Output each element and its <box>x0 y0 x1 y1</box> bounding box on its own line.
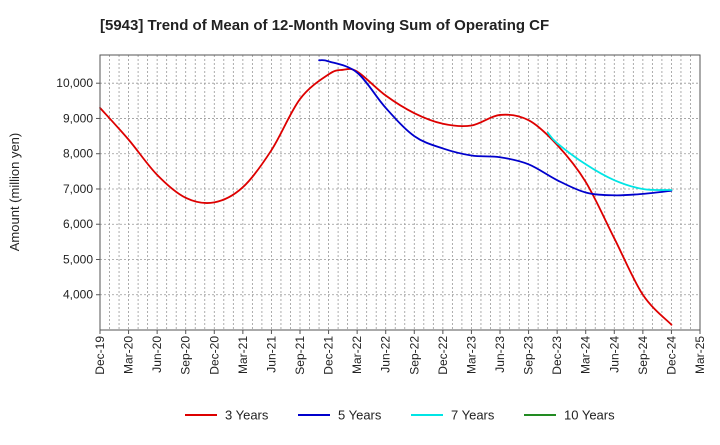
x-tick-label: Dec-20 <box>207 336 221 375</box>
legend: 3 Years 5 Years 7 Years 10 Years <box>185 408 615 423</box>
series-line-7-years <box>546 131 673 191</box>
x-tick-label: Jun-20 <box>150 336 164 373</box>
x-tick-label: Mar-23 <box>464 336 478 374</box>
x-tick-label: Mar-21 <box>236 336 250 374</box>
x-tick-labels: Dec-19 Mar-20 Jun-20 Sep-20 Dec-20 Mar-21 Jun-… <box>93 330 707 375</box>
series-line-5-years <box>318 59 673 197</box>
x-tick-label: Sep-20 <box>179 336 193 375</box>
y-tick-label: 8,000 <box>63 147 93 161</box>
x-tick-label: Dec-19 <box>93 336 107 375</box>
grid-layer <box>100 55 700 330</box>
x-tick-label: Mar-22 <box>350 336 364 374</box>
legend-label-7-years: 7 Years <box>451 408 495 423</box>
y-tick-label: 4,000 <box>63 288 93 302</box>
x-tick-label: Jun-23 <box>493 336 507 373</box>
chart-title: [5943] Trend of Mean of 12-Month Moving … <box>100 17 549 34</box>
y-tick-label: 10,000 <box>56 76 93 90</box>
x-tick-label: Sep-21 <box>293 336 307 375</box>
y-axis-title: Amount (million yen) <box>7 133 22 252</box>
x-tick-label: Sep-23 <box>522 336 536 375</box>
y-tick-label: 9,000 <box>63 111 93 125</box>
plot-frame <box>99 54 701 331</box>
x-tick-label: Dec-23 <box>550 336 564 375</box>
x-tick-label: Jun-21 <box>264 336 278 373</box>
x-tick-label: Jun-24 <box>607 336 621 373</box>
x-tick-label: Mar-25 <box>693 336 707 374</box>
series-layer <box>99 59 673 326</box>
legend-label-3-years: 3 Years <box>225 408 269 423</box>
x-tick-label: Dec-24 <box>664 336 678 375</box>
x-tick-label: Mar-20 <box>122 336 136 374</box>
y-tick-label: 5,000 <box>63 252 93 266</box>
y-tick-label: 7,000 <box>63 182 93 196</box>
y-tick-label: 6,000 <box>63 217 93 231</box>
x-tick-label: Mar-24 <box>579 336 593 374</box>
x-tick-label: Sep-22 <box>407 336 421 375</box>
x-tick-label: Dec-21 <box>322 336 336 375</box>
legend-label-10-years: 10 Years <box>564 408 615 423</box>
series-line-3-years <box>99 68 673 326</box>
legend-label-5-years: 5 Years <box>338 408 382 423</box>
y-tick-labels: 4,000 5,000 6,000 7,000 8,000 9,000 10,000 <box>56 76 100 302</box>
x-tick-label: Sep-24 <box>636 336 650 375</box>
x-tick-label: Dec-22 <box>436 336 450 375</box>
x-tick-label: Jun-22 <box>379 336 393 373</box>
